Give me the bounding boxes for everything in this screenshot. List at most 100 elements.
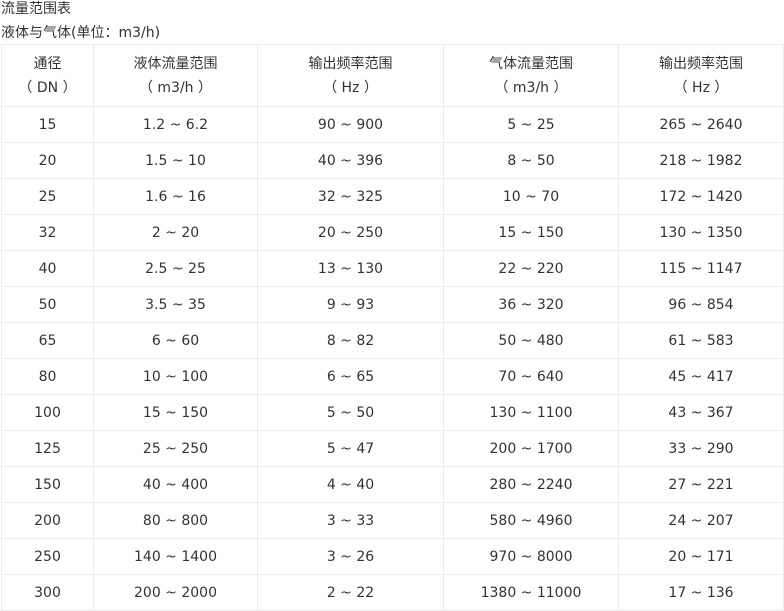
table-cell: 2 ~ 20 — [93, 214, 258, 251]
table-cell: 1.2 ~ 6.2 — [93, 106, 258, 143]
header-unit: （ m3/h ） — [138, 79, 213, 96]
table-cell: 50 — [1, 286, 94, 323]
table-cell: 125 — [1, 430, 94, 467]
table-cell: 3.5 ~ 35 — [93, 286, 258, 323]
table-cell: 45 ~ 417 — [618, 358, 784, 395]
table-cell: 150 — [1, 466, 94, 503]
table-cell: 96 ~ 854 — [618, 286, 784, 323]
table-row: 200 80 ~ 800 3 ~ 33 580 ~ 4960 24 ~ 207 — [1, 502, 784, 539]
table-cell: 1380 ~ 11000 — [443, 574, 619, 611]
table-row: 80 10 ~ 100 6 ~ 65 70 ~ 640 45 ~ 417 — [1, 358, 784, 395]
table-cell: 20 ~ 250 — [257, 214, 444, 251]
table-cell: 32 — [1, 214, 94, 251]
table-cell: 40 ~ 396 — [257, 142, 444, 179]
table-cell: 8 ~ 82 — [257, 322, 444, 359]
header-label: 液体流量范围 — [133, 55, 218, 72]
table-cell: 25 — [1, 178, 94, 215]
table-cell: 5 ~ 25 — [443, 106, 619, 143]
table-cell: 140 ~ 1400 — [93, 538, 258, 575]
table-row: 50 3.5 ~ 35 9 ~ 93 36 ~ 320 96 ~ 854 — [1, 286, 784, 323]
table-cell: 9 ~ 93 — [257, 286, 444, 323]
table-row: 25 1.6 ~ 16 32 ~ 325 10 ~ 70 172 ~ 1420 — [1, 178, 784, 215]
table-cell: 8 ~ 50 — [443, 142, 619, 179]
table-cell: 4 ~ 40 — [257, 466, 444, 503]
table-cell: 40 — [1, 250, 94, 287]
table-cell: 130 ~ 1350 — [618, 214, 784, 251]
table-cell: 200 ~ 1700 — [443, 430, 619, 467]
column-header: 输出频率范围 （ Hz ） — [618, 44, 784, 107]
table-cell: 3 ~ 26 — [257, 538, 444, 575]
table-row: 65 6 ~ 60 8 ~ 82 50 ~ 480 61 ~ 583 — [1, 322, 784, 359]
table-cell: 1.5 ~ 10 — [93, 142, 258, 179]
table-row: 15 1.2 ~ 6.2 90 ~ 900 5 ~ 25 265 ~ 2640 — [1, 106, 784, 143]
column-header: 通径 （ DN ） — [1, 44, 94, 107]
table-cell: 265 ~ 2640 — [618, 106, 784, 143]
table-caption: 液体与气体(单位：m3/h) — [1, 25, 161, 41]
table-cell: 200 — [1, 502, 94, 539]
header-label: 通径 — [33, 55, 62, 72]
table-cell: 200 ~ 2000 — [93, 574, 258, 611]
table-cell: 115 ~ 1147 — [618, 250, 784, 287]
table-cell: 130 ~ 1100 — [443, 394, 619, 431]
page-title: 流量范围表 — [1, 1, 71, 17]
flow-range-table: 通径 （ DN ） 液体流量范围 （ m3/h ） 输出频率范围 （ Hz ） 气体流量范围… — [1, 44, 784, 611]
column-header: 液体流量范围 （ m3/h ） — [93, 44, 258, 107]
table-cell: 300 — [1, 574, 94, 611]
table-cell: 3 ~ 33 — [257, 502, 444, 539]
header-unit: （ m3/h ） — [494, 79, 568, 96]
table-cell: 24 ~ 207 — [618, 502, 784, 539]
table-row: 20 1.5 ~ 10 40 ~ 396 8 ~ 50 218 ~ 1982 — [1, 142, 784, 179]
table-cell: 5 ~ 50 — [257, 394, 444, 431]
header-label: 输出频率范围 — [308, 55, 393, 72]
header-unit: （ Hz ） — [323, 79, 378, 96]
table-cell: 218 ~ 1982 — [618, 142, 784, 179]
table-cell: 13 ~ 130 — [257, 250, 444, 287]
table-cell: 90 ~ 900 — [257, 106, 444, 143]
table-cell: 65 — [1, 322, 94, 359]
table-row: 100 15 ~ 150 5 ~ 50 130 ~ 1100 43 ~ 367 — [1, 394, 784, 431]
table-cell: 70 ~ 640 — [443, 358, 619, 395]
table-cell: 250 — [1, 538, 94, 575]
table-cell: 22 ~ 220 — [443, 250, 619, 287]
table-cell: 280 ~ 2240 — [443, 466, 619, 503]
table-cell: 2.5 ~ 25 — [93, 250, 258, 287]
table-cell: 32 ~ 325 — [257, 178, 444, 215]
table-cell: 25 ~ 250 — [93, 430, 258, 467]
table-cell: 172 ~ 1420 — [618, 178, 784, 215]
table-cell: 10 ~ 100 — [93, 358, 258, 395]
table-cell: 20 ~ 171 — [618, 538, 784, 575]
table-cell: 61 ~ 583 — [618, 322, 784, 359]
table-row: 40 2.5 ~ 25 13 ~ 130 22 ~ 220 115 ~ 1147 — [1, 250, 784, 287]
table-cell: 80 ~ 800 — [93, 502, 258, 539]
header-unit: （ Hz ） — [673, 79, 729, 96]
table-cell: 17 ~ 136 — [618, 574, 784, 611]
table-cell: 80 — [1, 358, 94, 395]
table-row: 250 140 ~ 1400 3 ~ 26 970 ~ 8000 20 ~ 171 — [1, 538, 784, 575]
table-cell: 50 ~ 480 — [443, 322, 619, 359]
header-label: 输出频率范围 — [659, 55, 743, 72]
table-cell: 970 ~ 8000 — [443, 538, 619, 575]
table-cell: 6 ~ 60 — [93, 322, 258, 359]
table-row: 125 25 ~ 250 5 ~ 47 200 ~ 1700 33 ~ 290 — [1, 430, 784, 467]
table-cell: 15 — [1, 106, 94, 143]
table-cell: 40 ~ 400 — [93, 466, 258, 503]
table-row: 32 2 ~ 20 20 ~ 250 15 ~ 150 130 ~ 1350 — [1, 214, 784, 251]
table-cell: 580 ~ 4960 — [443, 502, 619, 539]
table-cell: 33 ~ 290 — [618, 430, 784, 467]
table-cell: 2 ~ 22 — [257, 574, 444, 611]
header-label: 气体流量范围 — [489, 55, 573, 72]
table-cell: 100 — [1, 394, 94, 431]
table-cell: 20 — [1, 142, 94, 179]
column-header: 输出频率范围 （ Hz ） — [257, 44, 444, 107]
header-row: 通径 （ DN ） 液体流量范围 （ m3/h ） 输出频率范围 （ Hz ） 气体流量范围… — [1, 44, 784, 107]
table-cell: 43 ~ 367 — [618, 394, 784, 431]
table-cell: 27 ~ 221 — [618, 466, 784, 503]
table-cell: 1.6 ~ 16 — [93, 178, 258, 215]
table-cell: 15 ~ 150 — [443, 214, 619, 251]
table-cell: 10 ~ 70 — [443, 178, 619, 215]
column-header: 气体流量范围 （ m3/h ） — [443, 44, 619, 107]
header-unit: （ DN ） — [18, 79, 77, 96]
table-row: 300 200 ~ 2000 2 ~ 22 1380 ~ 11000 17 ~ 136 — [1, 574, 784, 611]
table-cell: 15 ~ 150 — [93, 394, 258, 431]
table-cell: 36 ~ 320 — [443, 286, 619, 323]
